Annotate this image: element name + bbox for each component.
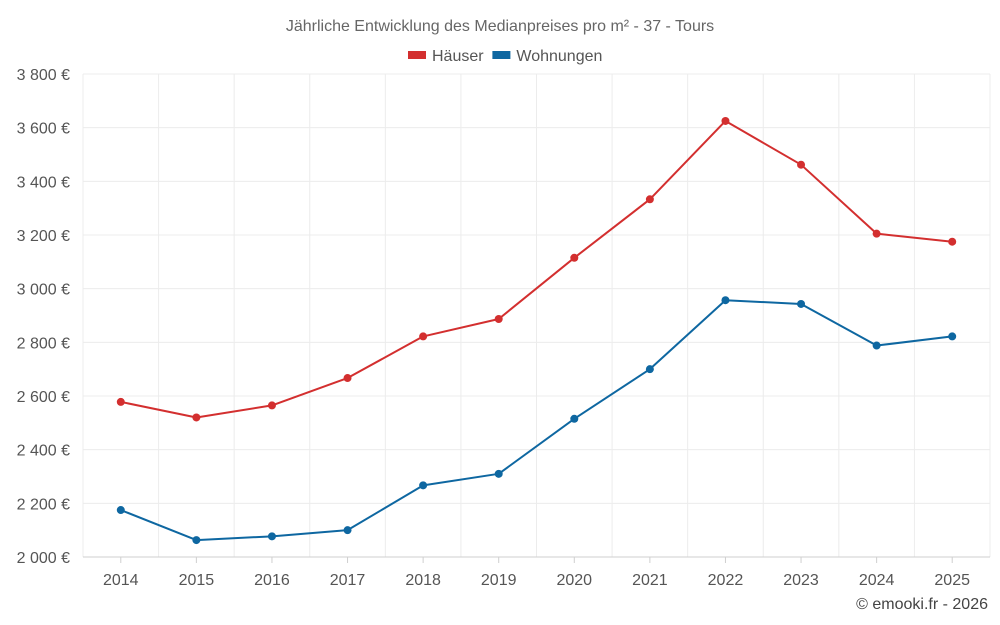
y-tick-label: 3 600 €	[17, 121, 70, 138]
grid	[82, 73, 991, 557]
x-tick-label: 2022	[708, 572, 744, 589]
x-tick-label: 2020	[556, 572, 592, 589]
x-tick-label: 2015	[179, 572, 215, 589]
data-point[interactable]	[948, 332, 957, 341]
data-point[interactable]	[645, 195, 654, 204]
y-tick-label: 2 800 €	[17, 335, 70, 352]
y-tick-label: 2 200 €	[17, 496, 70, 513]
data-point[interactable]	[343, 526, 352, 535]
series-haeuser	[116, 116, 957, 422]
x-tick-label: 2025	[934, 572, 970, 589]
legend-item-haeuser[interactable]: Häuser	[408, 48, 484, 65]
data-point[interactable]	[797, 299, 806, 308]
data-point[interactable]	[872, 341, 881, 350]
data-point[interactable]	[494, 469, 503, 478]
y-tick-label: 3 000 €	[17, 282, 70, 299]
data-point[interactable]	[419, 332, 428, 341]
series-line	[120, 119, 953, 419]
data-point[interactable]	[343, 374, 352, 383]
series	[116, 116, 957, 545]
axes: 2 000 € 2 200 € 2 400 € 2 600 € 2 800 € 3 000…	[17, 67, 990, 589]
data-point[interactable]	[192, 413, 201, 422]
data-point[interactable]	[267, 401, 276, 410]
data-point[interactable]	[948, 237, 957, 246]
x-tick-label: 2014	[103, 572, 139, 589]
data-point[interactable]	[570, 414, 579, 423]
x-tick-label: 2017	[330, 572, 366, 589]
data-point[interactable]	[721, 116, 730, 125]
x-tick-label: 2018	[405, 572, 441, 589]
data-point[interactable]	[797, 160, 806, 169]
data-point[interactable]	[116, 397, 125, 406]
data-point[interactable]	[116, 506, 125, 515]
x-tick-label: 2023	[783, 572, 819, 589]
data-point[interactable]	[419, 481, 428, 490]
x-tick-label: 2019	[481, 572, 517, 589]
data-point[interactable]	[494, 314, 503, 323]
credit-text: © emooki.fr - 2026	[856, 596, 988, 613]
y-tick-label: 2 600 €	[17, 389, 70, 406]
data-point[interactable]	[192, 536, 201, 545]
legend[interactable]: Häuser Wohnungen	[408, 48, 602, 65]
chart-title: Jährliche Entwicklung des Medianpreises …	[286, 18, 714, 35]
legend-label: Wohnungen	[516, 48, 602, 65]
legend-swatch	[408, 51, 426, 59]
data-point[interactable]	[570, 253, 579, 262]
data-point[interactable]	[721, 296, 730, 305]
x-tick-label: 2021	[632, 572, 668, 589]
legend-swatch	[492, 51, 511, 59]
y-tick-label: 2 400 €	[17, 443, 70, 460]
y-tick-label: 3 800 €	[17, 67, 70, 84]
x-tick-label: 2016	[254, 572, 290, 589]
data-point[interactable]	[645, 365, 654, 374]
y-tick-label: 3 400 €	[17, 174, 70, 191]
series-wohnungen	[116, 296, 957, 545]
y-tick-label: 2 000 €	[17, 550, 70, 567]
legend-item-wohnungen[interactable]: Wohnungen	[492, 48, 602, 65]
data-point[interactable]	[267, 532, 276, 541]
legend-label: Häuser	[432, 48, 484, 65]
series-line	[120, 299, 953, 542]
y-tick-label: 3 200 €	[17, 228, 70, 245]
x-tick-label: 2024	[859, 572, 895, 589]
data-point[interactable]	[872, 229, 881, 238]
